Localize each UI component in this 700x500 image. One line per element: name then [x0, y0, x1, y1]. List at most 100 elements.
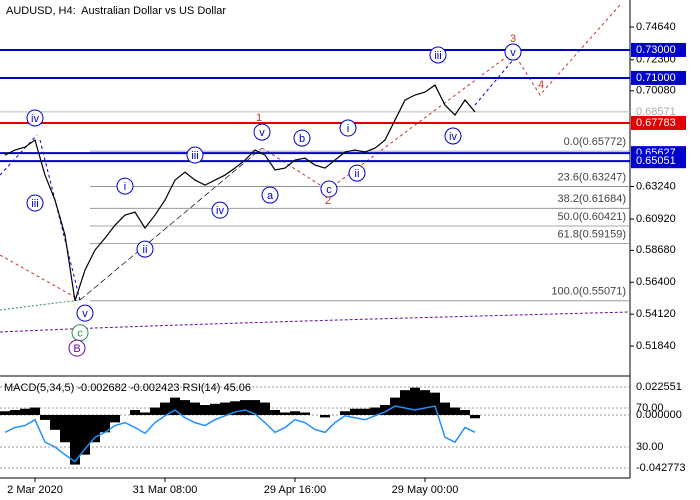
trend-line [79, 147, 263, 301]
level-box [631, 42, 686, 57]
wave-marker [348, 164, 366, 182]
wave-marker [320, 180, 338, 198]
wave-marker [253, 123, 271, 141]
y-tick-label: 0.56400 [636, 276, 676, 288]
wave-marker [26, 194, 44, 212]
wave-label: iii [434, 50, 441, 62]
y-tick-label: 0.74640 [636, 21, 676, 33]
macd-bar [220, 402, 230, 415]
macd-bar [160, 402, 170, 415]
fib-label: 100.0(0.55071) [551, 286, 626, 298]
wave-label: 2 [325, 195, 331, 207]
y-tick-label: 0.000000 [636, 409, 682, 421]
macd-bar [460, 410, 470, 415]
macd-bar [250, 400, 260, 415]
macd-bar [90, 414, 100, 443]
x-tick-label: 29 Apr 16:00 [264, 484, 326, 496]
macd-bar [70, 414, 80, 465]
macd-bar [110, 414, 120, 423]
wave-marker [293, 129, 311, 147]
wave-marker [429, 46, 447, 64]
wave-marker [339, 119, 357, 137]
wave-label: 3 [510, 33, 516, 45]
macd-bar [380, 405, 390, 415]
fib-label: 38.2(0.61684) [558, 193, 627, 205]
wave-marker [116, 177, 134, 195]
macd-bar [470, 414, 480, 419]
macd-bar [170, 397, 180, 415]
macd-bar [360, 408, 370, 415]
macd-bar [0, 411, 10, 415]
wave-label: v [510, 47, 516, 59]
macd-bar [430, 392, 440, 415]
wave-marker [444, 127, 462, 145]
macd-bar [140, 412, 150, 415]
macd-bar [130, 410, 140, 415]
wave-label: b [299, 133, 305, 145]
wave-marker [68, 339, 86, 357]
fib-label: 61.8(0.59159) [558, 229, 627, 241]
wave-marker [76, 304, 94, 322]
macd-bar [200, 405, 210, 415]
y-tick-label: 0.51840 [636, 340, 676, 352]
wave-label: c [77, 328, 83, 340]
y-tick-label: 0.63240 [636, 180, 676, 192]
macd-bar [410, 387, 420, 415]
wave-label: iv [216, 205, 224, 217]
wave-marker [26, 109, 44, 127]
price-line [4, 84, 476, 302]
wave-label: B [73, 343, 80, 355]
macd-bar [10, 410, 20, 415]
wave-label: ii [355, 168, 360, 180]
indicator-title: MACD(5,34,5) -0.002682 -0.002423 RSI(14)… [4, 382, 251, 394]
level-label: 0.67783 [636, 117, 676, 129]
macd-bar [440, 402, 450, 415]
level-label: 0.71000 [636, 72, 676, 84]
x-tick-label: 29 May 00:00 [392, 484, 459, 496]
wave-marker [136, 240, 154, 258]
macd-bar [60, 414, 70, 443]
wave-projection [512, 4, 621, 96]
macd-bar [260, 402, 270, 415]
wave-label: iii [31, 198, 38, 210]
macd-bar [290, 411, 300, 415]
wave-label: v [82, 308, 88, 320]
wave-label: ii [143, 244, 148, 256]
y-tick-label: 0.70080 [636, 85, 676, 97]
level-box [631, 70, 686, 85]
y-tick-label: 0.022551 [636, 381, 682, 393]
macd-bar [340, 411, 350, 415]
wave-line [261, 147, 329, 191]
wave-marker [504, 43, 522, 61]
macd-bar [400, 390, 410, 415]
y-tick-label: 0.60920 [636, 213, 676, 225]
macd-bar [370, 407, 380, 415]
x-tick-label: 31 Mar 08:00 [133, 484, 198, 496]
wave-label: 1 [256, 112, 262, 124]
macd-bar [230, 401, 240, 415]
macd-bar [80, 414, 90, 455]
wave-marker [261, 186, 279, 204]
macd-bar [210, 403, 220, 415]
macd-bar [40, 414, 50, 420]
chart-title: AUDUSD, H4: Australian Dollar vs US Doll… [6, 5, 226, 17]
macd-bar [180, 400, 190, 415]
rsi-line [4, 405, 476, 463]
wave-marker [211, 201, 229, 219]
y2-tick-label: 70.00 [636, 402, 664, 414]
macd-bar [30, 407, 40, 415]
y2-tick-label: 30.00 [636, 441, 664, 453]
level-label: 0.73000 [636, 44, 676, 56]
macd-bar [420, 390, 430, 415]
wave-label: i [347, 123, 349, 135]
wave-label: 4 [538, 79, 544, 91]
macd-bar [100, 414, 110, 433]
wave-label: iii [191, 150, 198, 162]
fib-label: 23.6(0.63247) [558, 171, 627, 183]
macd-bar [350, 408, 360, 415]
fib-label: 50.0(0.60421) [558, 211, 627, 223]
wave-label: v [259, 127, 265, 139]
wave-label: iv [31, 113, 39, 125]
macd-bar [50, 414, 60, 430]
